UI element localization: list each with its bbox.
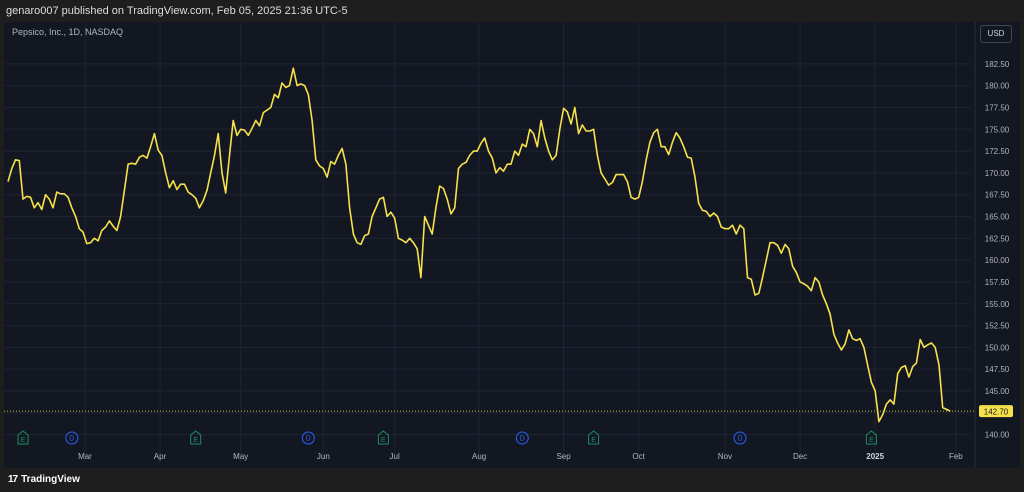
y-tick-label: 152.50 — [985, 322, 1010, 331]
x-tick-label: Apr — [154, 452, 167, 461]
y-tick-label: 157.50 — [985, 278, 1010, 287]
x-tick-label: Feb — [949, 452, 963, 461]
y-tick-label: 165.00 — [985, 213, 1010, 222]
earnings-marker-label: E — [193, 437, 198, 444]
y-tick-label: 147.50 — [985, 365, 1010, 374]
y-tick-label: 170.00 — [985, 169, 1010, 178]
y-tick-label: 172.50 — [985, 147, 1010, 156]
y-tick-label: 182.50 — [985, 60, 1010, 69]
x-tick-label: 2025 — [866, 452, 884, 461]
y-tick-label: 177.50 — [985, 103, 1010, 112]
tradingview-brand-text: TradingView — [21, 474, 80, 485]
currency-button[interactable]: USD — [980, 25, 1012, 43]
y-tick-label: 175.00 — [985, 125, 1010, 134]
dividend-marker-icon — [515, 431, 529, 445]
earnings-marker-icon — [190, 430, 202, 445]
earnings-marker-label: E — [869, 437, 874, 444]
dividend-marker-label: D — [737, 436, 742, 443]
y-tick-label: 180.00 — [985, 82, 1010, 91]
price-series-line — [7, 67, 951, 423]
tradingview-mark-icon: 17 — [8, 474, 18, 485]
earnings-marker-icon — [377, 430, 389, 445]
x-tick-label: Aug — [472, 452, 486, 461]
y-tick-label: 160.00 — [985, 256, 1010, 265]
dividend-marker-label: D — [69, 436, 74, 443]
x-tick-label: May — [233, 452, 248, 461]
x-tick-label: Sep — [556, 452, 571, 461]
earnings-marker-icon — [17, 430, 29, 445]
last-price-label: 142.70 — [984, 408, 1009, 417]
tradingview-logo[interactable]: 17 TradingView — [8, 474, 80, 485]
dividend-marker-label: D — [520, 436, 525, 443]
x-tick-label: Nov — [718, 452, 732, 461]
dividend-marker-icon — [733, 431, 747, 445]
earnings-marker-label: E — [381, 437, 386, 444]
chart-panel[interactable]: 140.00142.50145.00147.50150.00152.50155.… — [4, 22, 1020, 468]
earnings-marker-label: E — [21, 437, 26, 444]
dividend-marker-icon — [301, 431, 315, 445]
dividend-marker-icon — [65, 431, 79, 445]
x-tick-label: Oct — [632, 452, 645, 461]
y-tick-label: 145.00 — [985, 387, 1010, 396]
y-tick-label: 155.00 — [985, 300, 1010, 309]
x-tick-label: Mar — [78, 452, 92, 461]
earnings-marker-icon — [865, 430, 877, 445]
y-tick-label: 140.00 — [985, 431, 1010, 440]
chart-symbol-title: Pepsico, Inc., 1D, NASDAQ — [12, 27, 124, 37]
y-tick-label: 162.50 — [985, 234, 1010, 243]
last-price-tag — [979, 405, 1013, 418]
y-tick-label: 150.00 — [985, 343, 1010, 352]
footer-bar: 17 TradingView — [0, 468, 1024, 492]
price-chart[interactable]: 140.00142.50145.00147.50150.00152.50155.… — [4, 22, 1020, 468]
y-tick-label: 167.50 — [985, 191, 1010, 200]
x-tick-label: Jun — [317, 452, 330, 461]
earnings-marker-icon — [588, 430, 600, 445]
publish-info: genaro007 published on TradingView.com, … — [0, 0, 1024, 22]
x-tick-label: Dec — [793, 452, 807, 461]
x-tick-label: Jul — [390, 452, 400, 461]
dividend-marker-label: D — [306, 436, 311, 443]
earnings-marker-label: E — [591, 437, 596, 444]
